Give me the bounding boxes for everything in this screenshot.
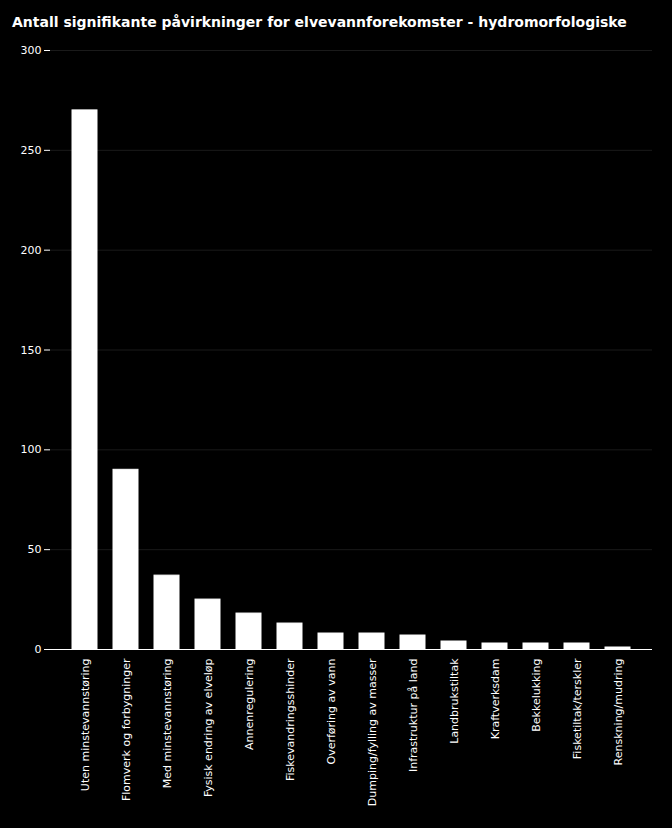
svg-text:Infrastruktur på land: Infrastruktur på land xyxy=(407,659,420,773)
svg-text:Fisketiltak/terskler: Fisketiltak/terskler xyxy=(571,658,584,759)
svg-text:0: 0 xyxy=(35,643,42,656)
svg-text:150: 150 xyxy=(21,344,42,357)
svg-text:Landbrukstiltak: Landbrukstiltak xyxy=(448,658,461,744)
svg-text:Overføring av vann: Overføring av vann xyxy=(325,658,338,764)
svg-text:Fiskevandringsshinder: Fiskevandringsshinder xyxy=(284,658,297,781)
svg-text:100: 100 xyxy=(21,443,42,456)
svg-text:Fysisk endring av elveløp: Fysisk endring av elveløp xyxy=(202,658,215,797)
html-text:Antall signifikante påvirkning: Antall signifikante påvirkninger for elv… xyxy=(12,14,627,30)
svg-text:200: 200 xyxy=(21,244,42,257)
svg-text:50: 50 xyxy=(28,543,42,556)
svg-text:Kraftverksdam: Kraftverksdam xyxy=(489,659,502,740)
svg-text:Annenregulering: Annenregulering xyxy=(243,659,256,751)
svg-text:300: 300 xyxy=(21,44,42,57)
svg-text:Renskning/mudring: Renskning/mudring xyxy=(612,659,625,766)
svg-text:Bekkelukking: Bekkelukking xyxy=(530,659,543,732)
svg-text:Uten minstevannstøring: Uten minstevannstøring xyxy=(79,659,92,792)
svg-text:Dumping/fylling av masser: Dumping/fylling av masser xyxy=(366,658,379,806)
svg-text:Flomverk og forbygninger: Flomverk og forbygninger xyxy=(120,658,133,801)
svg-text:Med minstevannstøring: Med minstevannstøring xyxy=(161,659,174,789)
svg-text:250: 250 xyxy=(21,144,42,157)
